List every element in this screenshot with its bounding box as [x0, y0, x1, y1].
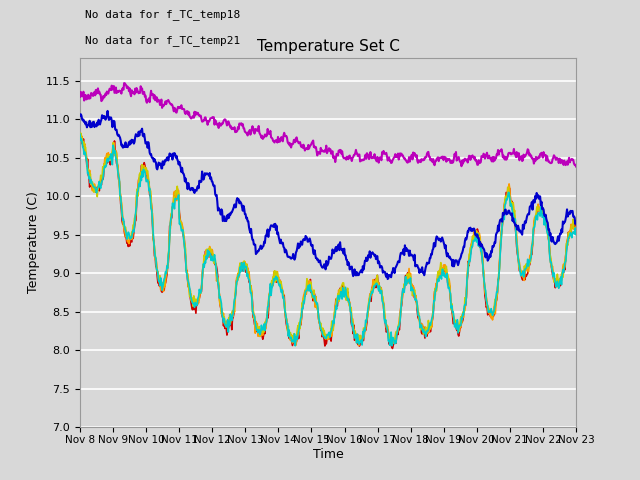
X-axis label: Time: Time: [312, 448, 344, 461]
Title: Temperature Set C: Temperature Set C: [257, 39, 399, 54]
Text: No data for f_TC_temp18: No data for f_TC_temp18: [85, 10, 240, 21]
Text: No data for f_TC_temp21: No data for f_TC_temp21: [85, 36, 240, 47]
Y-axis label: Temperature (C): Temperature (C): [27, 192, 40, 293]
